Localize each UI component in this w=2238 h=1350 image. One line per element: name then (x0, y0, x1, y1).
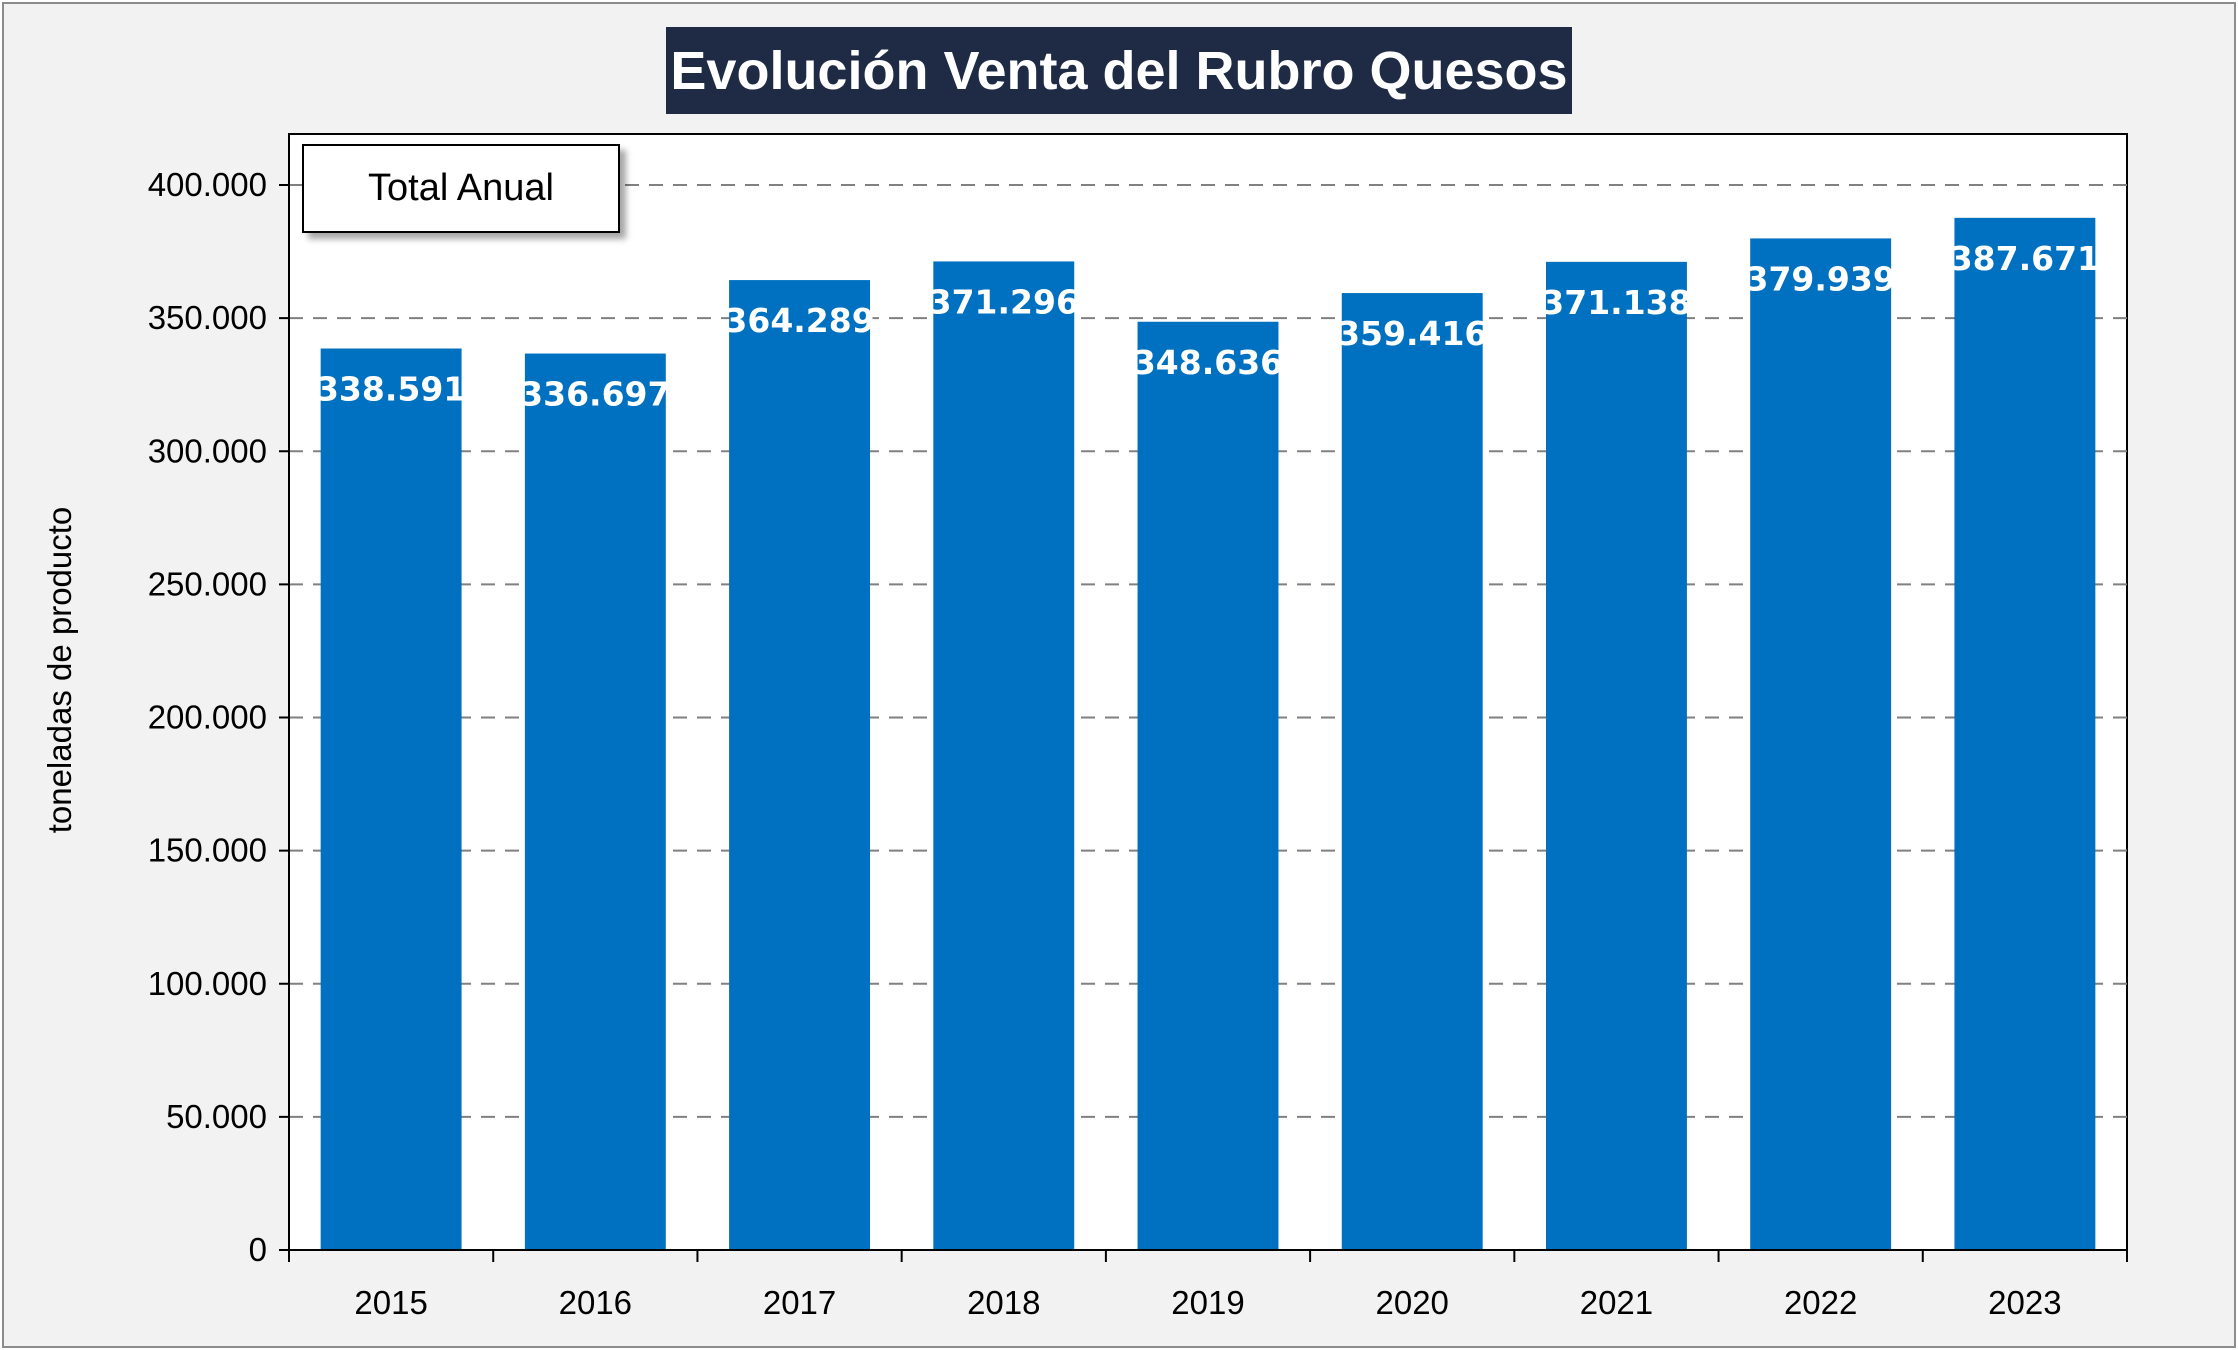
bar-2018 (933, 261, 1075, 1250)
bar-2023 (1954, 217, 2096, 1251)
y-tick-label: 0 (249, 1231, 267, 1268)
x-tick-label-2020: 2020 (1376, 1284, 1449, 1321)
data-label-2022: 379.939 (1746, 259, 1896, 298)
legend-label: Total Anual (302, 144, 620, 233)
data-label-2015: 338.591 (316, 370, 466, 409)
x-tick-label-2019: 2019 (1171, 1284, 1244, 1321)
x-tick-label-2017: 2017 (763, 1284, 836, 1321)
data-label-2016: 336.697 (520, 375, 670, 414)
y-tick-label: 400.000 (148, 166, 267, 203)
axes: 0 50.000 100.000 150.000 200.000 250.000 300.0… (148, 134, 2128, 1321)
data-label-2019: 348.636 (1133, 343, 1283, 382)
x-tick-label-2015: 2015 (354, 1284, 427, 1321)
y-tick-label: 100.000 (148, 965, 267, 1002)
data-label-2018: 371.296 (929, 282, 1079, 321)
y-tick-label: 300.000 (148, 432, 267, 469)
y-tick-label: 50.000 (166, 1098, 267, 1135)
bar-2021 (1545, 261, 1687, 1250)
data-label-2023: 387.671 (1950, 239, 2100, 278)
y-axis-title: toneladas de producto (41, 506, 78, 834)
bar-2016 (524, 353, 666, 1250)
bar-2015 (320, 348, 462, 1250)
x-tick-label-2018: 2018 (967, 1284, 1040, 1321)
bar-2019 (1137, 321, 1279, 1250)
y-tick-label: 250.000 (148, 565, 267, 602)
x-tick-label-2021: 2021 (1580, 1284, 1653, 1321)
data-label-2021: 371.138 (1541, 283, 1691, 322)
bar-2020 (1341, 293, 1483, 1250)
x-tick-label-2016: 2016 (559, 1284, 632, 1321)
chart-title: Evolución Venta del Rubro Quesos (666, 27, 1572, 114)
x-tick-label-2023: 2023 (1988, 1284, 2061, 1321)
y-tick-label: 200.000 (148, 699, 267, 736)
bar-2022 (1750, 238, 1892, 1250)
bars: 338.591 336.697 364.289 371.296 348.636 359.4… (316, 217, 2100, 1251)
y-tick-label: 150.000 (148, 832, 267, 869)
y-tick-label: 350.000 (148, 299, 267, 336)
data-label-2017: 364.289 (724, 301, 874, 340)
bar-2017 (729, 280, 871, 1250)
data-label-2020: 359.416 (1337, 314, 1487, 353)
x-tick-label-2022: 2022 (1784, 1284, 1857, 1321)
